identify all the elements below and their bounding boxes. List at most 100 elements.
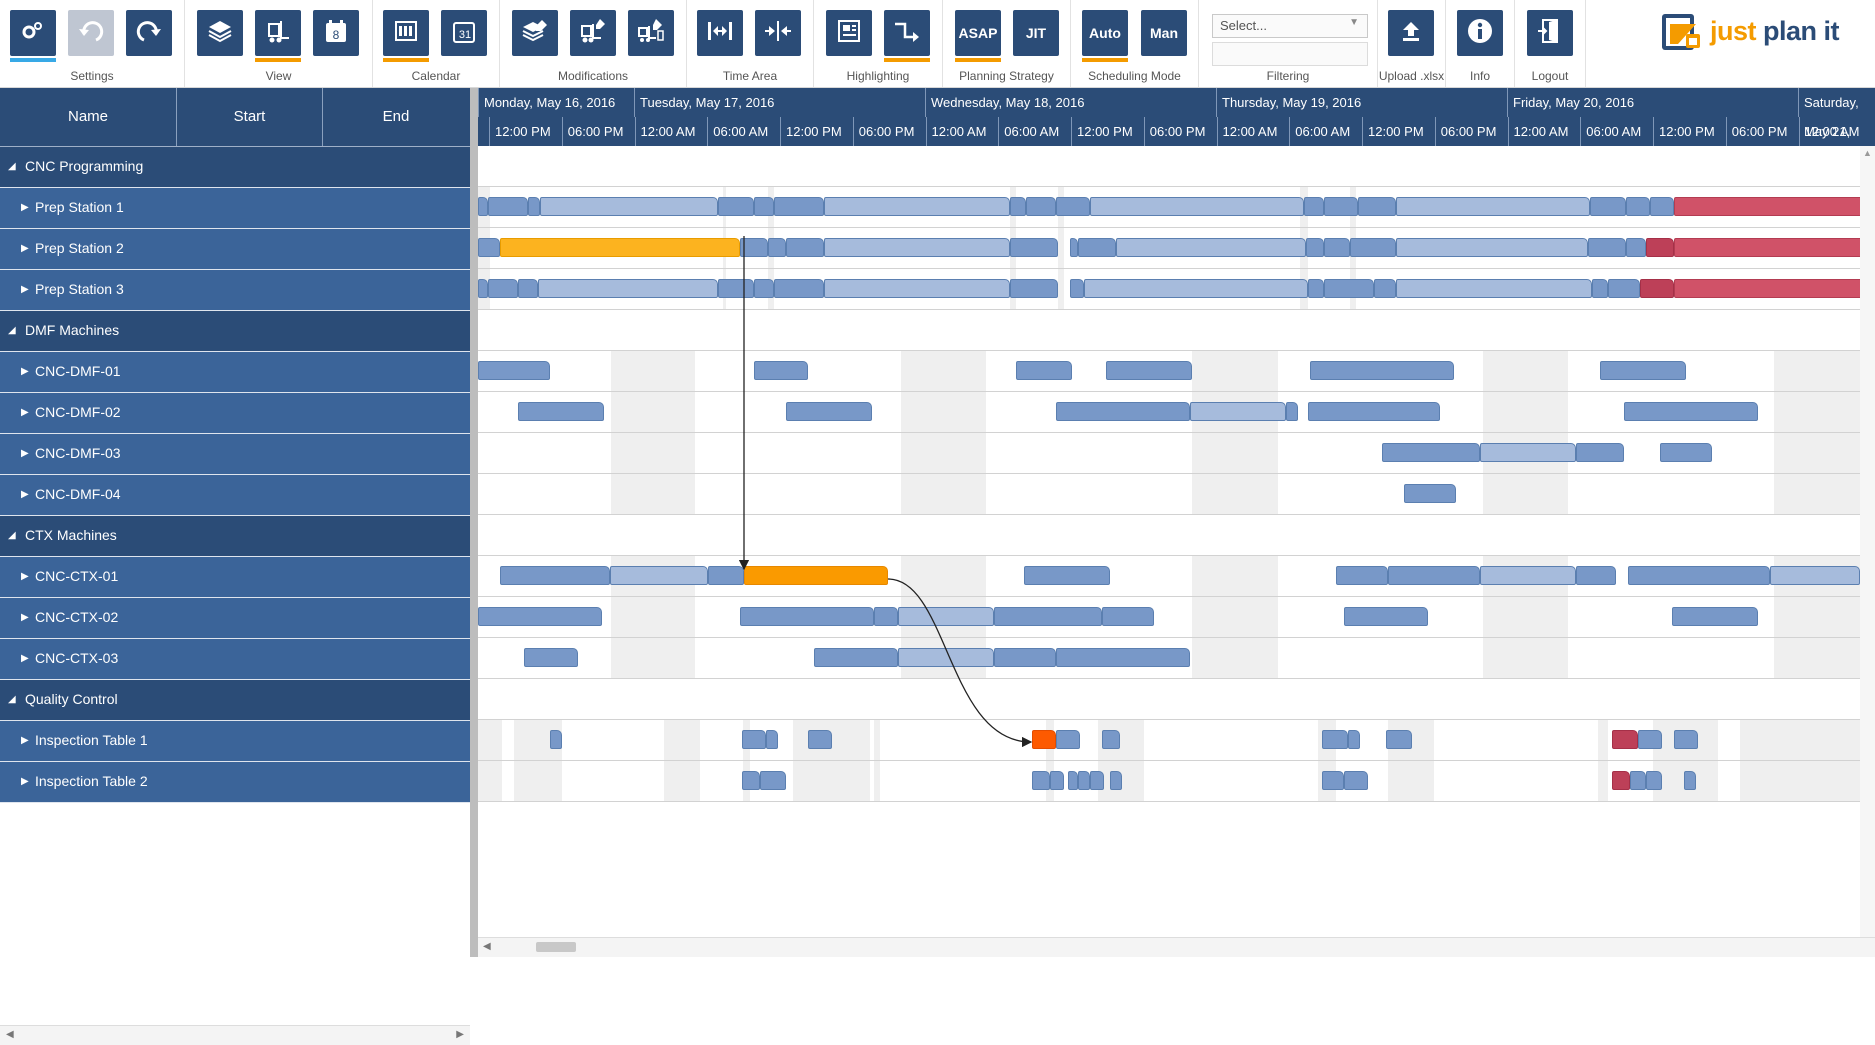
resource-group-row[interactable]: ◢ DMF Machines: [0, 311, 470, 352]
task-bar[interactable]: [1350, 238, 1396, 257]
task-bar[interactable]: [760, 771, 786, 790]
resource-row[interactable]: ▶ Prep Station 2: [0, 229, 470, 270]
task-bar[interactable]: [1374, 279, 1396, 298]
scroll-up-icon[interactable]: ▲: [1863, 148, 1872, 158]
scroll-left-icon[interactable]: ◀: [483, 941, 491, 952]
auto-button[interactable]: Auto: [1082, 10, 1128, 62]
filter-select[interactable]: Select... ▼: [1212, 14, 1368, 38]
task-bar[interactable]: [1032, 771, 1050, 790]
task-bar[interactable]: [1016, 361, 1072, 380]
task-bar[interactable]: [994, 607, 1102, 626]
task-bar[interactable]: [824, 197, 1010, 216]
task-bar[interactable]: [1626, 197, 1650, 216]
task-bar[interactable]: [1588, 238, 1626, 257]
task-bar[interactable]: [994, 648, 1056, 667]
task-bar[interactable]: [1404, 484, 1456, 503]
task-bar[interactable]: [1056, 648, 1190, 667]
task-bar[interactable]: [1600, 361, 1686, 380]
task-bar[interactable]: [898, 607, 994, 626]
task-bar[interactable]: [500, 238, 740, 257]
task-bar[interactable]: [1646, 238, 1674, 257]
resource-group-row[interactable]: ◢ CNC Programming: [0, 147, 470, 188]
task-bar[interactable]: [754, 361, 808, 380]
task-bar[interactable]: [1674, 197, 1872, 216]
task-bar[interactable]: [1628, 566, 1770, 585]
highlight-path-button[interactable]: [884, 10, 930, 62]
task-bar[interactable]: [754, 197, 774, 216]
task-bar[interactable]: [718, 197, 754, 216]
task-bar[interactable]: [478, 607, 602, 626]
expand-icon[interactable]: ▶: [21, 653, 29, 664]
task-bar[interactable]: [518, 402, 604, 421]
expand-icon[interactable]: ▶: [21, 489, 29, 500]
column-header-end[interactable]: End: [382, 108, 410, 125]
task-bar[interactable]: [1348, 730, 1360, 749]
scroll-left-icon[interactable]: ◀: [6, 1029, 14, 1040]
logout-button[interactable]: [1527, 10, 1573, 56]
modify-resources-button[interactable]: [570, 10, 616, 56]
expand-time-button[interactable]: [697, 10, 743, 56]
task-bar[interactable]: [1324, 279, 1374, 298]
task-bar[interactable]: [1032, 730, 1056, 749]
task-bar[interactable]: [754, 279, 774, 298]
task-bar[interactable]: [1612, 730, 1638, 749]
view-layers-button[interactable]: [197, 10, 243, 56]
task-bar[interactable]: [1026, 197, 1056, 216]
task-bar[interactable]: [1056, 197, 1090, 216]
task-bar[interactable]: [1388, 566, 1480, 585]
task-bar[interactable]: [1386, 730, 1412, 749]
task-bar[interactable]: [1660, 443, 1712, 462]
task-bar[interactable]: [1344, 607, 1428, 626]
task-bar[interactable]: [1078, 771, 1090, 790]
task-bar[interactable]: [540, 197, 718, 216]
expand-icon[interactable]: ▶: [21, 202, 29, 213]
task-bar[interactable]: [774, 197, 824, 216]
task-bar[interactable]: [1576, 566, 1616, 585]
task-bar[interactable]: [478, 238, 500, 257]
resource-row[interactable]: ▶ CNC-CTX-01: [0, 557, 470, 598]
task-bar[interactable]: [1630, 771, 1646, 790]
asap-button[interactable]: ASAP: [955, 10, 1001, 62]
task-bar[interactable]: [1674, 279, 1872, 298]
task-bar[interactable]: [1010, 238, 1058, 257]
task-bar[interactable]: [550, 730, 562, 749]
task-bar[interactable]: [1646, 771, 1662, 790]
modify-layers-button[interactable]: [512, 10, 558, 56]
task-bar[interactable]: [1684, 771, 1696, 790]
expand-icon[interactable]: ▶: [21, 366, 29, 377]
task-bar[interactable]: [1110, 771, 1122, 790]
task-bar[interactable]: [1116, 238, 1306, 257]
jit-button[interactable]: JIT: [1013, 10, 1059, 56]
resource-row[interactable]: ▶ Prep Station 1: [0, 188, 470, 229]
task-bar[interactable]: [1336, 566, 1388, 585]
task-bar[interactable]: [1624, 402, 1758, 421]
task-bar[interactable]: [766, 730, 778, 749]
task-bar[interactable]: [1640, 279, 1674, 298]
task-bar[interactable]: [1070, 279, 1084, 298]
task-bar[interactable]: [824, 238, 1010, 257]
expand-icon[interactable]: ▶: [21, 735, 29, 746]
resource-row[interactable]: ▶ CNC-CTX-03: [0, 639, 470, 680]
horizontal-scrollbar[interactable]: ◀: [478, 937, 1875, 957]
task-bar[interactable]: [708, 566, 744, 585]
task-bar[interactable]: [814, 648, 898, 667]
task-bar[interactable]: [1304, 197, 1324, 216]
redo-button[interactable]: [126, 10, 172, 56]
task-bar[interactable]: [1674, 730, 1698, 749]
task-bar[interactable]: [1396, 238, 1588, 257]
task-bar[interactable]: [1590, 197, 1626, 216]
task-bar[interactable]: [898, 648, 994, 667]
task-bar[interactable]: [1576, 443, 1624, 462]
task-bar[interactable]: [518, 279, 538, 298]
collapse-icon[interactable]: ◢: [8, 530, 16, 541]
task-bar[interactable]: [1626, 238, 1646, 257]
expand-icon[interactable]: ▶: [21, 571, 29, 582]
task-bar[interactable]: [1056, 730, 1080, 749]
task-bar[interactable]: [742, 771, 760, 790]
task-bar[interactable]: [786, 238, 824, 257]
task-bar[interactable]: [1084, 279, 1308, 298]
task-bar[interactable]: [478, 361, 550, 380]
highlight-document-button[interactable]: [826, 10, 872, 56]
vertical-scrollbar[interactable]: ▲: [1860, 146, 1875, 940]
task-bar[interactable]: [1650, 197, 1674, 216]
